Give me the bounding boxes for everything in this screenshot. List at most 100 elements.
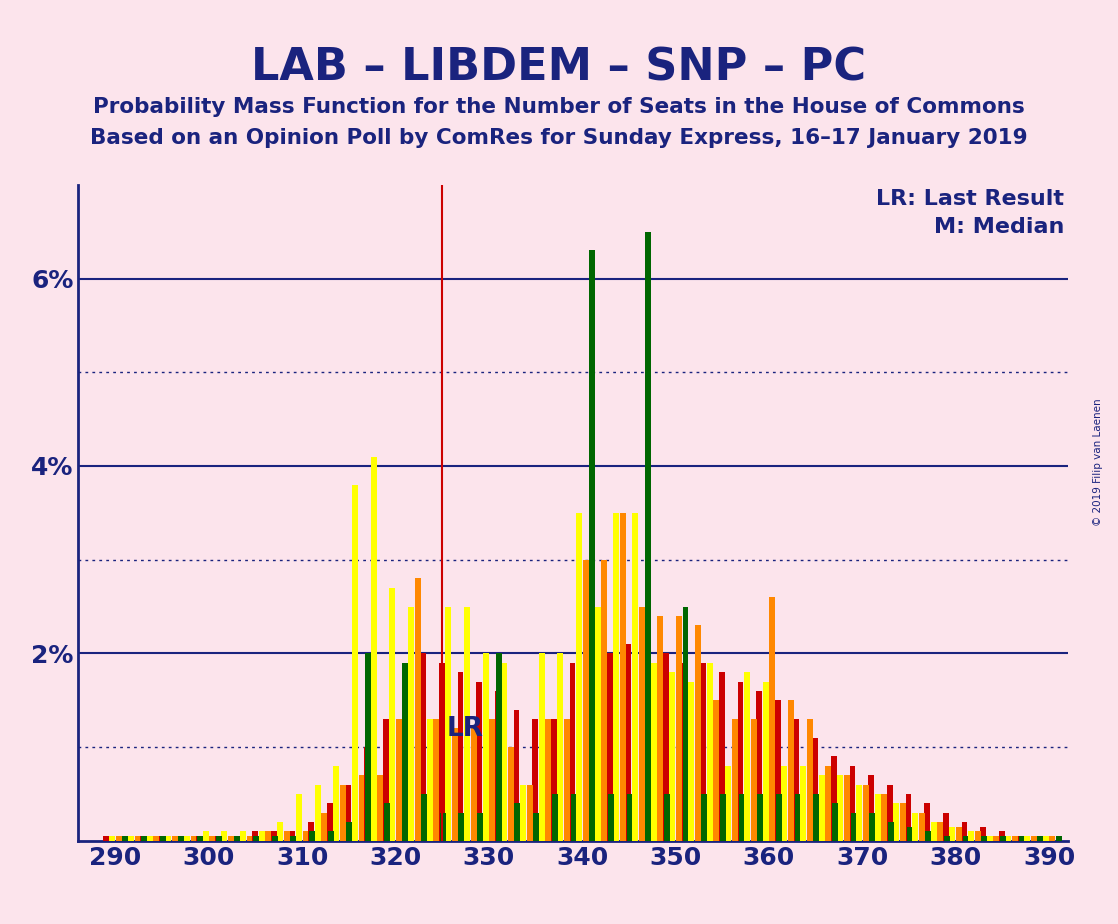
Bar	[221, 832, 227, 841]
Bar	[975, 832, 980, 841]
Bar	[982, 836, 987, 841]
Bar	[427, 719, 433, 841]
Bar	[129, 836, 134, 841]
Bar	[851, 813, 856, 841]
Bar	[265, 832, 272, 841]
Bar	[160, 836, 165, 841]
Bar	[477, 813, 483, 841]
Bar	[926, 832, 931, 841]
Bar	[471, 728, 476, 841]
Bar	[1012, 836, 1017, 841]
Bar	[184, 836, 190, 841]
Bar	[626, 644, 632, 841]
Bar	[701, 794, 707, 841]
Bar	[258, 832, 265, 841]
Bar	[215, 836, 220, 841]
Bar	[371, 456, 377, 841]
Bar	[389, 588, 396, 841]
Bar	[1031, 836, 1036, 841]
Bar	[888, 822, 893, 841]
Text: © 2019 Filip van Laenen: © 2019 Filip van Laenen	[1093, 398, 1102, 526]
Bar	[1017, 836, 1023, 841]
Bar	[253, 832, 258, 841]
Bar	[582, 560, 588, 841]
Bar	[495, 653, 502, 841]
Bar	[558, 653, 563, 841]
Bar	[165, 836, 171, 841]
Bar	[919, 813, 925, 841]
Bar	[159, 836, 164, 841]
Bar	[925, 803, 930, 841]
Bar	[253, 836, 259, 841]
Bar	[1055, 836, 1062, 841]
Bar	[781, 766, 787, 841]
Bar	[732, 719, 738, 841]
Bar	[956, 827, 961, 841]
Bar	[271, 832, 277, 841]
Bar	[382, 719, 389, 841]
Bar	[576, 513, 582, 841]
Bar	[794, 719, 799, 841]
Bar	[893, 803, 899, 841]
Bar	[352, 485, 358, 841]
Bar	[595, 606, 600, 841]
Bar	[146, 836, 153, 841]
Bar	[532, 719, 538, 841]
Bar	[140, 836, 146, 841]
Bar	[483, 653, 489, 841]
Bar	[651, 663, 656, 841]
Bar	[202, 832, 209, 841]
Bar	[644, 653, 651, 841]
Bar	[464, 606, 470, 841]
Bar	[874, 794, 881, 841]
Bar	[401, 682, 407, 841]
Bar	[116, 836, 122, 841]
Bar	[284, 832, 290, 841]
Text: Based on an Opinion Poll by ComRes for Sunday Express, 16–17 January 2019: Based on an Opinion Poll by ComRes for S…	[91, 128, 1027, 148]
Bar	[1038, 836, 1043, 841]
Bar	[458, 813, 464, 841]
Bar	[310, 832, 315, 841]
Bar	[296, 794, 302, 841]
Bar	[657, 616, 663, 841]
Bar	[638, 606, 644, 841]
Bar	[818, 775, 825, 841]
Bar	[326, 803, 333, 841]
Bar	[228, 836, 234, 841]
Bar	[906, 794, 911, 841]
Bar	[290, 832, 295, 841]
Bar	[831, 757, 836, 841]
Bar	[620, 513, 626, 841]
Bar	[745, 672, 750, 841]
Bar	[825, 766, 831, 841]
Bar	[291, 836, 296, 841]
Bar	[881, 794, 888, 841]
Bar	[844, 775, 850, 841]
Bar	[887, 784, 893, 841]
Bar	[739, 794, 745, 841]
Bar	[999, 832, 1005, 841]
Bar	[1036, 836, 1042, 841]
Bar	[240, 832, 246, 841]
Bar	[999, 836, 1006, 841]
Bar	[942, 813, 949, 841]
Bar	[563, 719, 570, 841]
Bar	[415, 578, 420, 841]
Bar	[850, 766, 855, 841]
Bar	[347, 822, 352, 841]
Bar	[359, 775, 364, 841]
Bar	[457, 672, 464, 841]
Bar	[513, 710, 520, 841]
Bar	[520, 784, 525, 841]
Bar	[707, 663, 712, 841]
Bar	[439, 663, 445, 841]
Bar	[172, 836, 178, 841]
Bar	[234, 836, 239, 841]
Bar	[961, 822, 967, 841]
Bar	[153, 836, 159, 841]
Bar	[402, 663, 408, 841]
Bar	[968, 832, 974, 841]
Bar	[303, 832, 309, 841]
Bar	[178, 836, 183, 841]
Bar	[476, 682, 482, 841]
